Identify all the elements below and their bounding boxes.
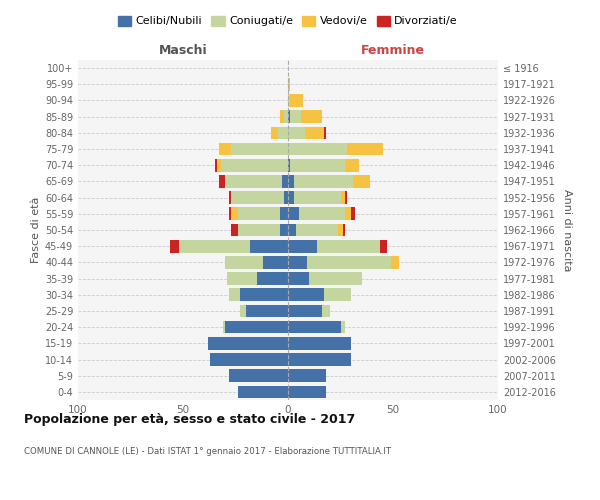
Bar — [250, 240, 288, 252]
Bar — [225, 175, 282, 188]
Bar — [290, 159, 345, 172]
Bar — [288, 304, 322, 318]
Bar — [263, 256, 288, 268]
Bar — [290, 110, 301, 123]
Legend: Celibi/Nubili, Coniugati/e, Vedovi/e, Divorziati/e: Celibi/Nubili, Coniugati/e, Vedovi/e, Di… — [113, 11, 463, 31]
Bar — [232, 142, 288, 156]
Bar — [380, 240, 387, 252]
Bar — [351, 208, 355, 220]
Bar — [324, 288, 351, 301]
Bar — [347, 142, 383, 156]
Bar — [271, 126, 277, 139]
Bar — [232, 192, 284, 204]
Bar — [288, 175, 295, 188]
Bar — [215, 159, 217, 172]
Bar — [288, 126, 305, 139]
Bar — [232, 224, 238, 236]
Bar — [179, 240, 250, 252]
Bar — [240, 288, 288, 301]
Bar — [282, 175, 288, 188]
Bar — [223, 321, 225, 334]
Bar — [284, 110, 288, 123]
Bar — [345, 159, 359, 172]
Bar — [288, 256, 307, 268]
Bar — [295, 175, 353, 188]
Bar — [238, 224, 280, 236]
Text: Popolazione per età, sesso e stato civile - 2017: Popolazione per età, sesso e stato civil… — [24, 412, 355, 426]
Bar — [170, 240, 179, 252]
Bar — [229, 192, 232, 204]
Bar — [288, 370, 326, 382]
Bar — [208, 337, 288, 349]
Bar — [288, 353, 351, 366]
Bar — [295, 192, 341, 204]
Bar — [229, 208, 232, 220]
Text: COMUNE DI CANNOLE (LE) - Dati ISTAT 1° gennaio 2017 - Elaborazione TUTTITALIA.IT: COMUNE DI CANNOLE (LE) - Dati ISTAT 1° g… — [24, 448, 391, 456]
Bar — [280, 110, 284, 123]
Bar — [290, 94, 303, 107]
Bar — [238, 386, 288, 398]
Bar — [345, 192, 347, 204]
Bar — [229, 370, 288, 382]
Y-axis label: Anni di nascita: Anni di nascita — [562, 188, 572, 271]
Bar — [225, 321, 288, 334]
Bar — [210, 353, 288, 366]
Bar — [309, 272, 361, 285]
Text: Maschi: Maschi — [158, 44, 208, 57]
Bar — [288, 224, 296, 236]
Bar — [218, 175, 225, 188]
Bar — [229, 288, 240, 301]
Bar — [305, 126, 324, 139]
Bar — [288, 272, 309, 285]
Bar — [341, 321, 344, 334]
Bar — [238, 208, 280, 220]
Bar — [288, 159, 290, 172]
Bar — [299, 208, 344, 220]
Bar — [317, 240, 380, 252]
Bar — [277, 126, 288, 139]
Bar — [353, 175, 370, 188]
Bar — [288, 240, 317, 252]
Bar — [280, 224, 288, 236]
Bar — [338, 224, 343, 236]
Bar — [218, 142, 232, 156]
Bar — [288, 110, 290, 123]
Bar — [288, 337, 351, 349]
Bar — [341, 192, 344, 204]
Bar — [288, 78, 290, 90]
Bar — [288, 94, 290, 107]
Bar — [288, 288, 324, 301]
Bar — [280, 208, 288, 220]
Bar — [324, 126, 326, 139]
Bar — [246, 304, 288, 318]
Bar — [322, 304, 330, 318]
Bar — [225, 256, 263, 268]
Bar — [288, 142, 347, 156]
Bar — [221, 159, 288, 172]
Bar — [296, 224, 338, 236]
Bar — [227, 272, 257, 285]
Bar — [232, 208, 238, 220]
Bar — [288, 321, 341, 334]
Bar — [307, 256, 391, 268]
Bar — [288, 192, 295, 204]
Bar — [240, 304, 246, 318]
Bar — [257, 272, 288, 285]
Bar — [343, 224, 345, 236]
Bar — [345, 208, 351, 220]
Bar — [284, 192, 288, 204]
Bar — [217, 159, 221, 172]
Bar — [288, 386, 326, 398]
Bar — [391, 256, 400, 268]
Bar — [301, 110, 322, 123]
Bar — [288, 208, 299, 220]
Y-axis label: Fasce di età: Fasce di età — [31, 197, 41, 263]
Text: Femmine: Femmine — [361, 44, 425, 57]
